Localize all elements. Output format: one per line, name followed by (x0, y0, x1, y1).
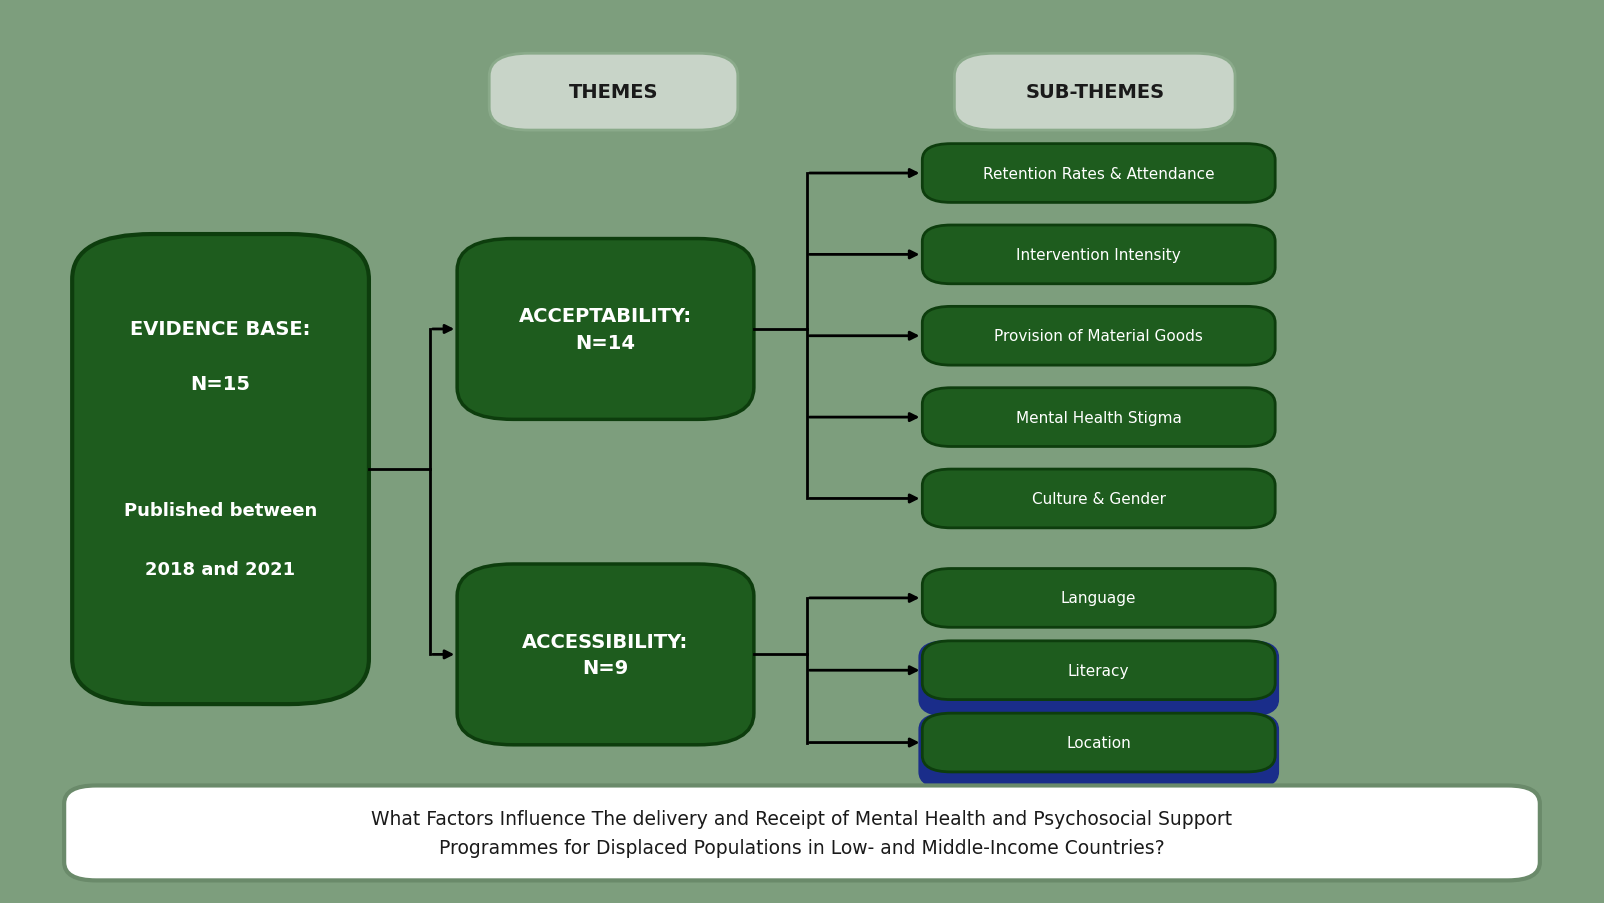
Text: SUB-THEMES: SUB-THEMES (1025, 83, 1165, 102)
FancyBboxPatch shape (922, 641, 1275, 700)
Text: Retention Rates & Attendance: Retention Rates & Attendance (983, 166, 1214, 182)
FancyBboxPatch shape (954, 54, 1235, 131)
Text: Culture & Gender: Culture & Gender (1031, 491, 1166, 507)
FancyBboxPatch shape (922, 307, 1275, 366)
FancyBboxPatch shape (64, 786, 1540, 880)
Text: What Factors Influence The delivery and Receipt of Mental Health and Psychosocia: What Factors Influence The delivery and … (372, 809, 1232, 857)
FancyBboxPatch shape (919, 641, 1278, 716)
Text: Language: Language (1060, 591, 1137, 606)
FancyBboxPatch shape (457, 564, 754, 745)
FancyBboxPatch shape (922, 470, 1275, 528)
Text: Intervention Intensity: Intervention Intensity (1017, 247, 1181, 263)
FancyBboxPatch shape (72, 235, 369, 704)
Text: 2018 and 2021: 2018 and 2021 (146, 560, 295, 578)
FancyBboxPatch shape (922, 569, 1275, 628)
FancyBboxPatch shape (919, 713, 1278, 788)
Text: THEMES: THEMES (569, 83, 658, 102)
Text: Mental Health Stigma: Mental Health Stigma (1015, 410, 1182, 425)
Text: ACCESSIBILITY:
N=9: ACCESSIBILITY: N=9 (523, 632, 688, 677)
Text: EVIDENCE BASE:: EVIDENCE BASE: (130, 320, 311, 340)
Text: N=15: N=15 (191, 374, 250, 394)
FancyBboxPatch shape (457, 239, 754, 420)
Text: Published between: Published between (124, 501, 318, 519)
Text: Literacy: Literacy (1068, 663, 1129, 678)
Text: Location: Location (1067, 735, 1131, 750)
Text: ACCEPTABILITY:
N=14: ACCEPTABILITY: N=14 (520, 307, 691, 352)
FancyBboxPatch shape (922, 226, 1275, 284)
FancyBboxPatch shape (922, 713, 1275, 772)
FancyBboxPatch shape (489, 54, 738, 131)
FancyBboxPatch shape (922, 388, 1275, 447)
FancyBboxPatch shape (922, 144, 1275, 203)
Text: Provision of Material Goods: Provision of Material Goods (994, 329, 1203, 344)
